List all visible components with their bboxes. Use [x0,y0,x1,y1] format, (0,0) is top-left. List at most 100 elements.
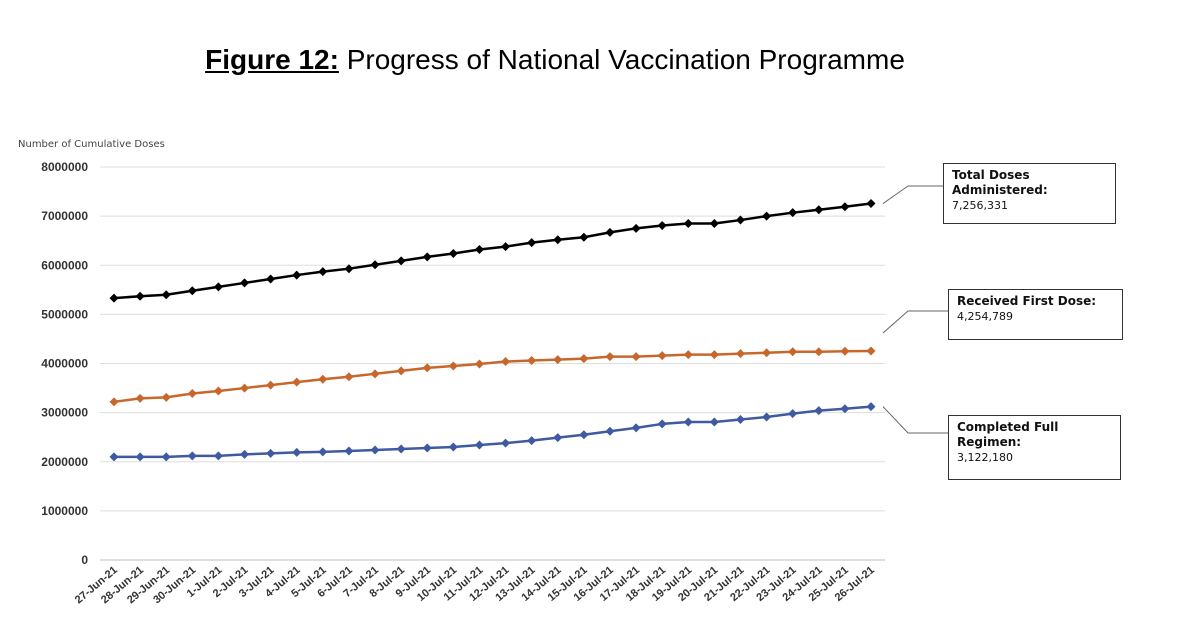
data-point-marker [240,449,250,459]
data-point-marker [657,351,667,361]
data-point-marker [683,417,693,427]
data-point-marker [213,282,223,292]
data-point-marker [344,372,354,382]
series-line-0 [113,202,872,300]
callout-leader-line [882,310,948,334]
y-tick-label: 1000000 [41,504,88,518]
data-point-marker [788,409,798,419]
data-point-marker [135,452,145,462]
data-point-marker [527,356,537,366]
data-point-marker [762,211,772,221]
data-point-marker [709,417,719,427]
data-point-marker [631,352,641,362]
y-tick-label: 4000000 [41,357,88,371]
data-point-marker [135,291,145,301]
data-point-marker [527,238,537,248]
callout-total-doses: Total Doses Administered: 7,256,331 [943,163,1116,224]
series-line-1 [113,349,872,404]
callout-total-label: Total Doses Administered: [952,168,1048,197]
data-point-marker [631,423,641,433]
data-point-marker [187,388,197,398]
data-point-marker [370,369,380,379]
data-point-marker [292,270,302,280]
callout-first-value: 4,254,789 [957,310,1013,323]
data-point-marker [422,252,432,262]
data-point-marker [344,446,354,456]
data-point-marker [605,227,615,237]
data-point-marker [448,442,458,452]
data-point-marker [683,218,693,228]
data-point-marker [318,447,328,457]
data-point-marker [866,199,876,209]
data-point-marker [396,366,406,376]
data-point-marker [501,242,511,252]
data-point-marker [318,267,328,277]
callout-leader-line [882,406,948,434]
callout-full-value: 3,122,180 [957,451,1013,464]
data-point-marker [501,357,511,367]
data-point-marker [709,218,719,228]
callout-full-regimen: Completed Full Regimen: 3,122,180 [948,415,1121,480]
data-point-marker [501,438,511,448]
data-point-marker [161,290,171,300]
y-tick-label: 8000000 [41,160,88,174]
series-line-2 [114,405,872,459]
data-point-marker [814,406,824,416]
data-point-marker [318,374,328,384]
data-point-marker [370,260,380,270]
data-point-marker [657,419,667,429]
data-point-marker [396,256,406,266]
data-point-marker [657,220,667,230]
data-point-marker [474,245,484,255]
data-point-marker [187,451,197,461]
figure-label: Figure 12: [205,44,339,75]
y-tick-label: 6000000 [41,258,88,272]
data-point-marker [683,350,693,360]
data-point-marker [735,349,745,359]
data-point-marker [266,448,276,458]
data-point-marker [840,202,850,212]
callout-first-label: Received First Dose: [957,294,1097,308]
data-point-marker [840,404,850,414]
data-point-marker [161,392,171,402]
data-point-marker [553,355,563,365]
data-point-marker [788,347,798,357]
data-point-marker [605,426,615,436]
data-point-marker [109,293,119,303]
data-point-marker [840,346,850,356]
data-point-marker [161,452,171,462]
y-axis-title: Number of Cumulative Doses [18,139,165,150]
data-point-marker [553,235,563,245]
data-point-marker [579,430,589,440]
data-point-marker [866,346,876,356]
data-point-marker [266,274,276,284]
data-point-marker [814,347,824,357]
y-tick-label: 3000000 [41,406,88,420]
data-point-marker [735,215,745,225]
y-tick-label: 7000000 [41,209,88,223]
data-point-marker [448,361,458,371]
y-tick-label: 5000000 [41,307,88,321]
data-point-marker [788,208,798,218]
data-point-marker [866,402,876,412]
data-point-marker [292,377,302,387]
data-point-marker [370,445,380,455]
data-point-marker [709,350,719,360]
data-point-marker [422,363,432,373]
callout-full-label: Completed Full Regimen: [957,420,1059,449]
data-point-marker [266,380,276,390]
figure-title: Figure 12: Progress of National Vaccinat… [0,44,1110,76]
y-tick-label: 2000000 [41,455,88,469]
data-point-marker [814,205,824,215]
data-point-marker [135,393,145,403]
data-point-marker [213,451,223,461]
data-point-marker [631,223,641,233]
data-point-marker [240,383,250,393]
data-point-marker [474,440,484,450]
data-point-marker [187,286,197,296]
data-point-marker [579,232,589,242]
data-point-marker [474,359,484,369]
callout-first-dose: Received First Dose: 4,254,789 [948,289,1123,340]
data-point-marker [735,415,745,425]
